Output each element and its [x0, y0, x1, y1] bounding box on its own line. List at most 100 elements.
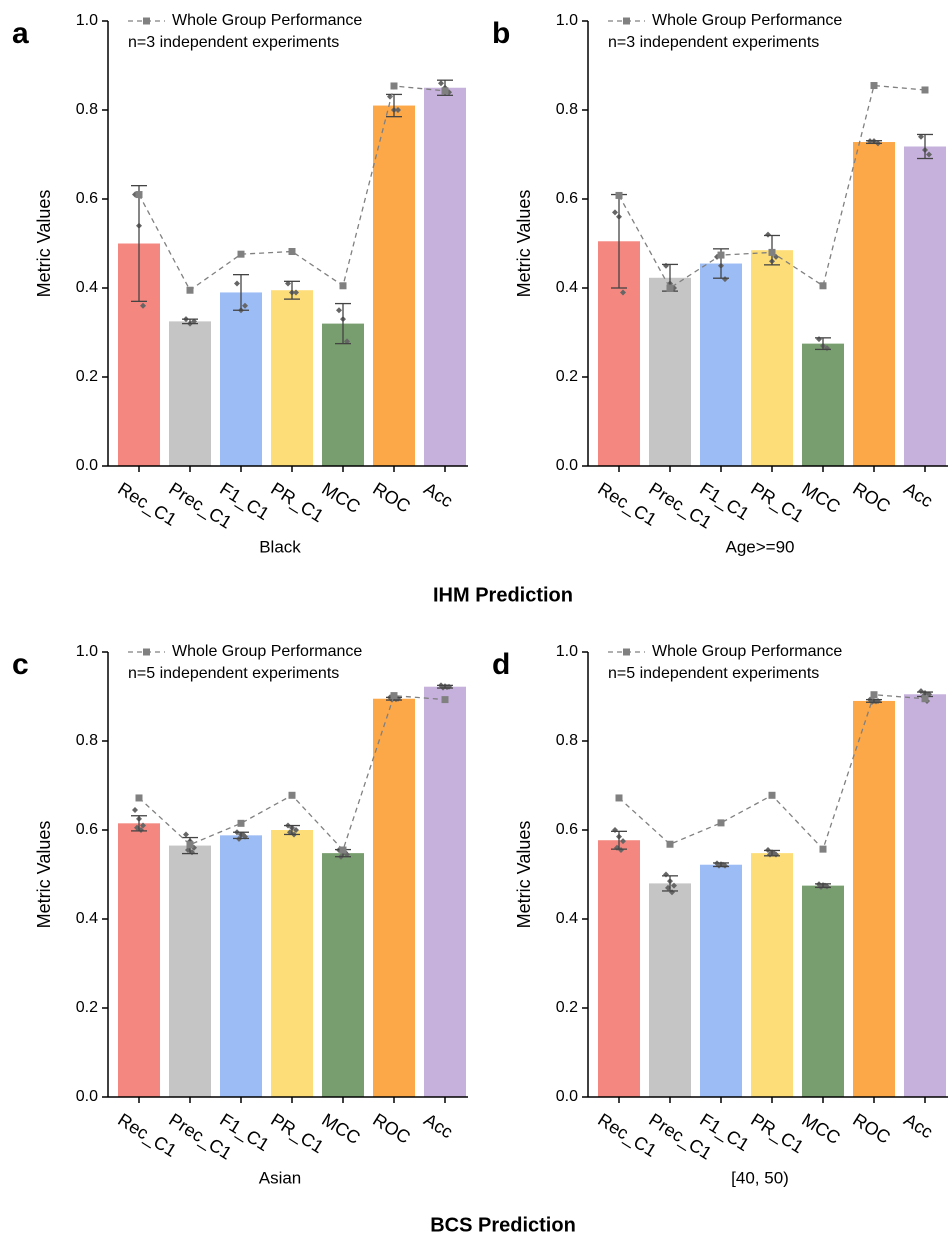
bar	[424, 87, 466, 466]
error-bar	[284, 280, 300, 300]
y-tick-label: 1.0	[556, 12, 578, 29]
data-point	[191, 318, 197, 325]
error-bar	[866, 140, 882, 145]
x-tick-label: PR_C1	[267, 478, 327, 527]
note: n=3 independent experiments	[128, 34, 339, 51]
group-marker	[288, 248, 296, 256]
panel-label: b	[492, 17, 510, 50]
bar	[424, 686, 466, 1097]
legend-label: Whole Group Performance	[652, 643, 842, 660]
data-point	[344, 338, 350, 345]
bar	[322, 853, 364, 1097]
y-axis-label: Metric Values	[34, 190, 54, 298]
y-tick-label: 0.4	[556, 279, 578, 296]
bar	[802, 343, 844, 466]
y-tick-label: 1.0	[76, 12, 98, 29]
data-point	[765, 231, 771, 238]
error-bar	[713, 862, 729, 868]
bar	[169, 321, 211, 466]
data-point	[183, 831, 189, 838]
error-bar	[182, 318, 198, 325]
y-tick-label: 0.6	[556, 821, 578, 838]
group-marker	[717, 819, 725, 827]
data-point	[285, 280, 291, 287]
panel-label: d	[492, 648, 510, 681]
y-tick-label: 0.6	[556, 190, 578, 207]
x-tick-label: ROC	[369, 478, 414, 516]
x-axis-label: Black	[259, 537, 301, 556]
data-point	[140, 822, 146, 829]
bar	[271, 830, 313, 1097]
note: n=5 independent experiments	[128, 665, 339, 682]
bar	[373, 105, 415, 467]
data-point	[620, 289, 626, 296]
group-marker	[768, 248, 776, 256]
group-marker	[390, 82, 398, 90]
group-marker	[441, 696, 449, 704]
data-point	[438, 80, 444, 87]
group-marker	[186, 841, 194, 849]
data-point	[336, 307, 342, 314]
bar	[853, 142, 895, 467]
x-tick-label: Acc	[420, 1109, 456, 1142]
group-marker	[390, 692, 398, 700]
y-tick-label: 0.6	[76, 821, 98, 838]
bar	[904, 694, 946, 1097]
group-marker	[819, 282, 827, 290]
x-axis-label: [40, 50)	[731, 1168, 789, 1187]
bar	[220, 292, 262, 466]
legend-label: Whole Group Performance	[172, 643, 362, 660]
note: n=3 independent experiments	[608, 34, 819, 51]
group-marker	[870, 82, 878, 90]
y-tick-label: 0.4	[76, 279, 98, 296]
group-marker	[921, 695, 929, 703]
y-tick-label: 0.2	[76, 999, 98, 1016]
y-tick-label: 0.8	[556, 732, 578, 749]
data-point	[620, 838, 626, 845]
group-marker	[441, 87, 449, 95]
group-marker	[615, 191, 623, 199]
y-axis-label: Metric Values	[514, 821, 534, 929]
y-tick-label: 0.4	[556, 910, 578, 927]
error-bar	[386, 93, 402, 118]
data-point	[671, 882, 677, 889]
bar	[271, 290, 313, 466]
y-tick-label: 0.2	[556, 368, 578, 385]
group-marker	[717, 251, 725, 259]
group-marker	[186, 286, 194, 294]
bar	[700, 263, 742, 466]
y-tick-label: 0.2	[76, 368, 98, 385]
group-marker	[135, 191, 143, 199]
y-tick-label: 0.0	[76, 457, 98, 474]
legend-marker	[623, 648, 630, 656]
bar	[649, 883, 691, 1097]
error-bar	[866, 698, 882, 703]
data-point	[816, 336, 822, 343]
error-bar	[815, 337, 831, 351]
error-bar	[284, 824, 300, 836]
data-point	[612, 209, 618, 216]
y-tick-label: 0.8	[76, 732, 98, 749]
x-tick-label: ROC	[369, 1109, 414, 1147]
error-bar	[764, 849, 780, 857]
bar	[853, 700, 895, 1097]
data-point	[612, 827, 618, 833]
x-tick-label: Acc	[900, 478, 936, 511]
y-tick-label: 1.0	[76, 643, 98, 660]
bar	[220, 835, 262, 1097]
x-tick-label: PR_C1	[747, 1109, 807, 1158]
legend-label: Whole Group Performance	[172, 12, 362, 29]
legend-marker	[623, 17, 630, 25]
x-axis-label: Age>=90	[725, 537, 794, 556]
y-tick-label: 1.0	[556, 643, 578, 660]
data-point	[926, 151, 932, 158]
group-marker	[615, 794, 623, 802]
x-tick-label: Acc	[900, 1109, 936, 1142]
y-tick-label: 0.8	[76, 101, 98, 118]
error-bar	[437, 684, 453, 689]
legend-marker	[143, 648, 150, 656]
y-axis-label: Metric Values	[34, 821, 54, 929]
error-bar	[917, 133, 933, 160]
caption: IHM Prediction	[433, 584, 573, 606]
